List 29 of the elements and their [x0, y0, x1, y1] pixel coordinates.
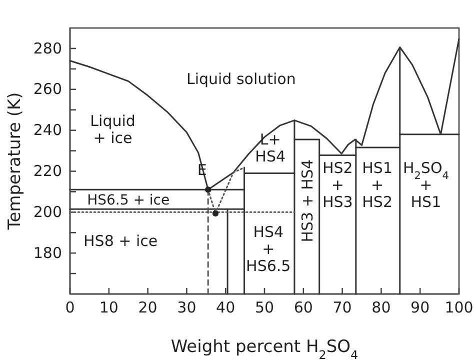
x-tick-label: 50 — [254, 298, 274, 317]
x-tick-label: 80 — [372, 298, 391, 317]
y-tick-label: 180 — [33, 244, 62, 262]
y-tick-label: 220 — [33, 162, 62, 180]
x-tick-label: 20 — [138, 298, 158, 317]
y-tick-label: 200 — [33, 202, 62, 221]
x-tick-label: 10 — [99, 298, 118, 317]
x-tick-label: 90 — [410, 298, 430, 317]
x-tick-label: 70 — [332, 298, 352, 317]
annotation: H$_{2}$SO$_{4}$ + HS1 — [402, 159, 450, 212]
y-axis-title: Temperature (K) — [5, 92, 25, 231]
x-tick-label: 30 — [177, 298, 196, 317]
x-axis-title: Weight percent H$_{2}$SO$_{4}$ — [170, 337, 358, 362]
y-tick-label: 240 — [33, 121, 62, 140]
annotation: Liquid solution — [186, 70, 296, 88]
y-tick-label: 280 — [33, 39, 62, 58]
x-tick-label: 100 — [444, 298, 474, 317]
annotation: Liquid + ice — [90, 112, 136, 147]
annotation: HS8 + ice — [84, 232, 158, 250]
annotation: HS3 + HS4 — [298, 160, 317, 242]
annotation: HS1 + HS2 — [362, 159, 392, 212]
x-tick-label: 40 — [216, 298, 236, 317]
annotation: HS6.5 + ice — [87, 192, 170, 209]
annotation: HS2 + HS3 — [322, 159, 353, 212]
x-tick-label: 0 — [65, 298, 75, 317]
annotation: HS4 + HS6.5 — [246, 223, 291, 276]
x-tick-label: 60 — [294, 298, 313, 317]
annotation: L+ HS4 — [255, 130, 286, 166]
y-tick-label: 260 — [33, 80, 62, 98]
